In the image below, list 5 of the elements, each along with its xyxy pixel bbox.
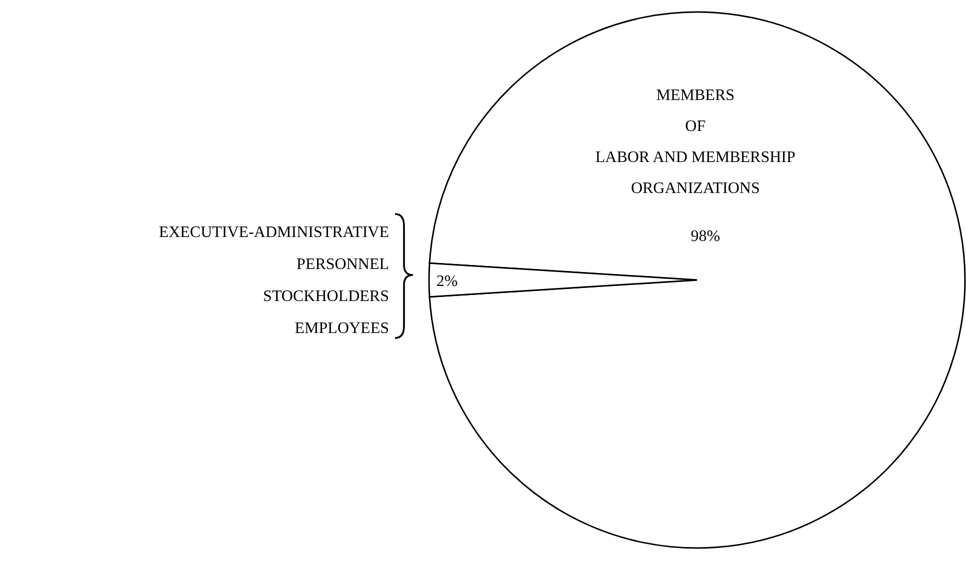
- data-label: 2%: [436, 273, 458, 290]
- slice-label: MEMBERS OF LABOR AND MEMBERSHIP ORGANIZATIONS: [595, 87, 796, 197]
- pie-slice: [428, 11, 966, 549]
- slice-label: EXECUTIVE-ADMINISTRATIVE PERSONNEL STOCKHOLDERS EMPLOYEES: [158, 224, 389, 337]
- data-label: 98%: [690, 228, 720, 245]
